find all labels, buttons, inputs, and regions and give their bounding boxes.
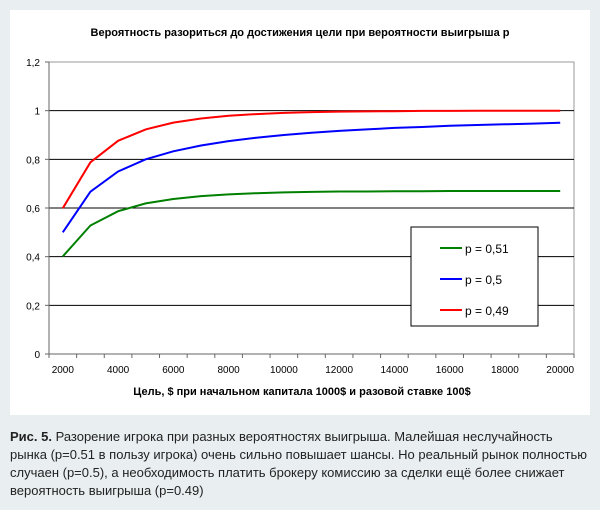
x-tick-label: 16000 — [436, 365, 464, 376]
legend-label: p = 0,49 — [465, 304, 509, 318]
x-tick-label: 18000 — [491, 365, 519, 376]
chart-panel — [10, 10, 590, 415]
y-tick-label: 1,2 — [26, 58, 40, 69]
legend-box — [410, 226, 539, 327]
legend-label: p = 0,5 — [465, 273, 502, 287]
series-line-1 — [61, 121, 561, 233]
y-tick-label: 0,4 — [26, 253, 40, 264]
x-tick-label: 6000 — [162, 365, 185, 376]
x-tick-label: 8000 — [217, 365, 240, 376]
x-tick-label: 2000 — [52, 365, 75, 376]
legend: p = 0,51 p = 0,5 p = 0,49 — [410, 226, 539, 327]
legend-label: p = 0,51 — [465, 242, 509, 256]
y-tick-label: 0,8 — [26, 155, 40, 166]
x-tick-label: 20000 — [546, 365, 574, 376]
y-tick-label: 0,6 — [26, 204, 40, 215]
caption-label: Рис. 5. — [10, 429, 52, 444]
x-axis-title: Цель, $ при начальном капитала 1000$ и р… — [133, 386, 470, 398]
caption-text: Разорение игрока при разных вероятностях… — [10, 429, 588, 498]
x-tick-label: 10000 — [270, 365, 298, 376]
y-tick-label: 1 — [34, 107, 40, 118]
x-tick-label: 14000 — [380, 365, 408, 376]
x-tick-label: 4000 — [107, 365, 130, 376]
x-tick-label: 12000 — [325, 365, 353, 376]
y-tick-label: 0,2 — [26, 301, 40, 312]
chart-title: Вероятность разориться до достижения цел… — [91, 27, 510, 39]
line-chart: Вероятность разориться до достижения цел… — [26, 27, 574, 398]
y-tick-label: 0 — [34, 350, 40, 361]
figure-caption: Рис. 5. Разорение игрока при разных веро… — [10, 428, 590, 500]
